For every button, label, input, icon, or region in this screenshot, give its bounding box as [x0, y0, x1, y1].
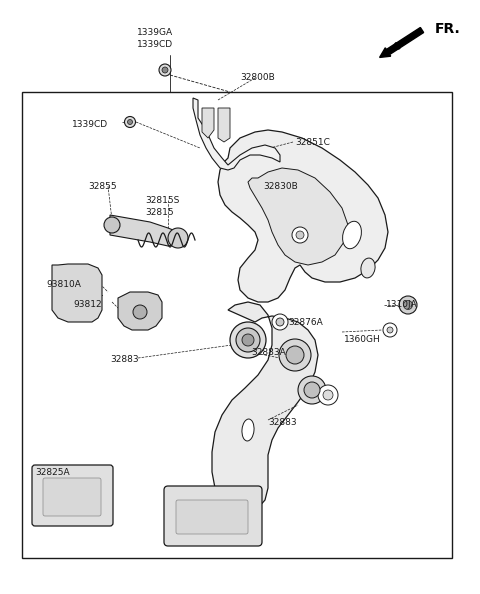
Circle shape — [383, 323, 397, 337]
Circle shape — [318, 385, 338, 405]
Circle shape — [276, 318, 284, 326]
Polygon shape — [193, 98, 280, 170]
Circle shape — [104, 217, 120, 233]
Text: 93812: 93812 — [73, 300, 102, 309]
Polygon shape — [248, 168, 348, 265]
Circle shape — [279, 339, 311, 371]
Circle shape — [133, 305, 147, 319]
Circle shape — [404, 301, 412, 309]
Polygon shape — [110, 215, 182, 246]
Polygon shape — [52, 264, 102, 322]
Circle shape — [286, 346, 304, 364]
Text: 32851C: 32851C — [295, 138, 330, 147]
Text: 32855: 32855 — [88, 182, 117, 191]
Text: 32815S: 32815S — [145, 196, 180, 205]
Circle shape — [292, 227, 308, 243]
Circle shape — [168, 228, 188, 248]
Text: FR.: FR. — [435, 22, 461, 36]
Circle shape — [162, 67, 168, 73]
Circle shape — [298, 376, 326, 404]
Text: 32830B: 32830B — [263, 182, 298, 191]
Text: 32825A: 32825A — [35, 468, 70, 477]
Circle shape — [128, 119, 132, 125]
Text: 1360GH: 1360GH — [344, 335, 381, 344]
Polygon shape — [218, 108, 230, 142]
Bar — [22, 92, 452, 558]
Circle shape — [230, 322, 266, 358]
Text: 32883: 32883 — [110, 355, 139, 364]
Text: 1310JA: 1310JA — [386, 300, 418, 309]
FancyArrow shape — [380, 27, 424, 58]
Polygon shape — [218, 130, 388, 302]
Circle shape — [159, 64, 171, 76]
Circle shape — [304, 382, 320, 398]
Text: 1339GA: 1339GA — [137, 28, 173, 37]
Circle shape — [399, 296, 417, 314]
Text: 1339CD: 1339CD — [137, 40, 173, 49]
Ellipse shape — [242, 419, 254, 441]
Circle shape — [323, 390, 333, 400]
FancyBboxPatch shape — [164, 486, 262, 546]
Circle shape — [242, 334, 254, 346]
FancyBboxPatch shape — [176, 500, 248, 534]
FancyBboxPatch shape — [32, 465, 113, 526]
FancyBboxPatch shape — [43, 478, 101, 516]
Text: 32883: 32883 — [268, 418, 297, 427]
Text: 1339CD: 1339CD — [72, 120, 108, 129]
Circle shape — [124, 116, 135, 128]
Text: 32876A: 32876A — [288, 318, 323, 327]
Circle shape — [387, 327, 393, 333]
Text: 32883A: 32883A — [251, 348, 286, 357]
Polygon shape — [202, 108, 214, 138]
Text: 32800B: 32800B — [240, 73, 276, 82]
Circle shape — [272, 314, 288, 330]
Text: 93810A: 93810A — [46, 280, 81, 289]
Circle shape — [296, 231, 304, 239]
Polygon shape — [118, 292, 162, 330]
Ellipse shape — [361, 258, 375, 278]
Ellipse shape — [343, 222, 361, 249]
Text: 32815: 32815 — [145, 208, 174, 217]
Circle shape — [236, 328, 260, 352]
Polygon shape — [212, 302, 318, 512]
